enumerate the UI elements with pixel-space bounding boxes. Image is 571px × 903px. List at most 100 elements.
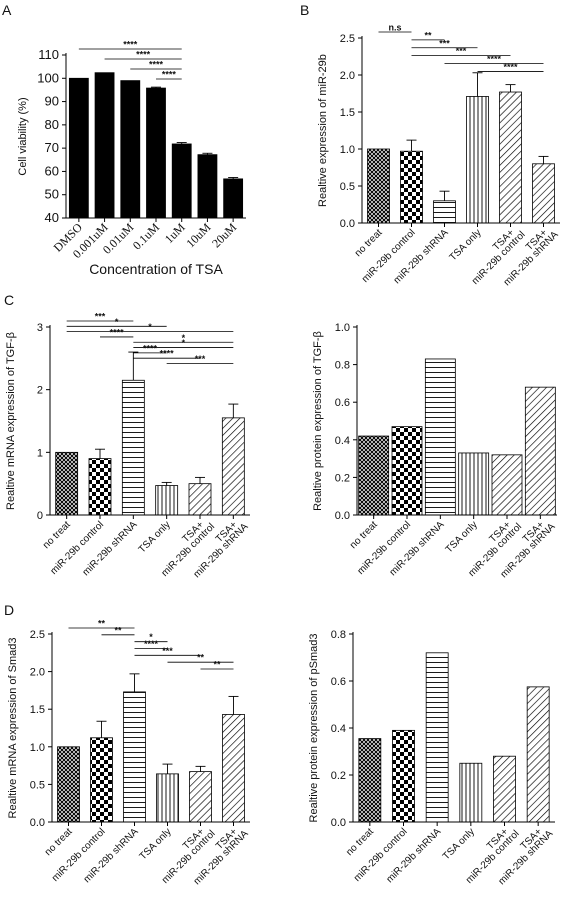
bar-1 xyxy=(88,458,112,516)
y-tick-label: 60 xyxy=(45,163,59,178)
significance-label: **** xyxy=(136,50,151,60)
significance-label: ** xyxy=(197,653,205,663)
y-tick-label: 2.5 xyxy=(30,629,45,641)
bar-0 xyxy=(55,451,79,516)
y-tick-label: 0.4 xyxy=(331,723,346,735)
bar-1 xyxy=(90,737,113,823)
y-tick-label: 2.0 xyxy=(30,667,45,679)
panel-letter: A xyxy=(2,2,12,18)
significance-label: * xyxy=(182,338,186,348)
y-tick-label: 80 xyxy=(45,117,59,132)
x-tick-label: no treat xyxy=(344,826,376,858)
y-tick-label: 0.5 xyxy=(340,181,355,193)
y-tick-label: 2 xyxy=(37,385,43,397)
bar-5 xyxy=(524,386,556,516)
bar-1 xyxy=(94,72,115,219)
y-tick-label: 1.5 xyxy=(30,704,45,716)
y-tick-label: 0.0 xyxy=(340,218,355,230)
bar-4 xyxy=(188,483,212,516)
bar-5 xyxy=(222,714,245,823)
significance-label: *** xyxy=(195,354,206,364)
bar-2 xyxy=(425,652,449,823)
significance-label: ** xyxy=(424,30,432,40)
significance-label: * xyxy=(182,333,186,343)
bar-5 xyxy=(526,686,550,823)
bar-4 xyxy=(493,755,516,823)
significance-label: **** xyxy=(144,639,159,649)
significance-label: *** xyxy=(162,646,173,656)
x-tick-label: TSA only xyxy=(444,519,480,555)
bar-0 xyxy=(68,77,89,219)
y-tick-label: 0.0 xyxy=(335,510,350,522)
bar-5 xyxy=(197,154,218,219)
x-tick-label: no treat xyxy=(353,227,385,259)
y-tick-label: 0.6 xyxy=(331,676,346,688)
bar-3 xyxy=(156,773,179,823)
bar-3 xyxy=(458,452,490,516)
bar-3 xyxy=(155,485,179,516)
significance-label: * xyxy=(149,632,153,642)
y-tick-label: 70 xyxy=(45,140,59,155)
significance-label: **** xyxy=(143,343,158,353)
y-axis-label: Realtive protein expression of TGF-β xyxy=(312,331,324,511)
significance-label: **** xyxy=(487,54,502,64)
y-tick-label: 1.0 xyxy=(335,322,350,334)
y-tick-label: 0.2 xyxy=(335,472,350,484)
y-axis-label: Realtive protein expression of pSmad3 xyxy=(308,634,320,823)
x-tick-label: 20uM xyxy=(209,220,239,250)
significance-label: **** xyxy=(503,62,518,72)
y-tick-label: 2.0 xyxy=(340,70,355,82)
bar-1 xyxy=(391,426,423,516)
significance-label: *** xyxy=(456,46,467,56)
y-tick-label: 0.5 xyxy=(30,779,45,791)
bar-4 xyxy=(491,454,523,516)
x-tick-label: no treat xyxy=(41,519,73,551)
significance-label: **** xyxy=(110,327,125,337)
y-tick-label: 100 xyxy=(37,70,59,85)
x-axis-label: Concentration of TSA xyxy=(89,261,223,277)
y-tick-label: 1.0 xyxy=(30,742,45,754)
panel-letter: D xyxy=(4,602,14,618)
bar-0 xyxy=(367,148,390,224)
x-tick-label: no treat xyxy=(43,826,75,858)
y-tick-label: 0.6 xyxy=(335,397,350,409)
bar-5 xyxy=(532,163,555,224)
bar-1 xyxy=(392,729,415,823)
y-tick-label: 0.0 xyxy=(30,817,45,829)
bar-4 xyxy=(189,771,212,823)
significance-label: **** xyxy=(149,60,164,70)
y-tick-label: 50 xyxy=(45,187,59,202)
y-tick-label: 40 xyxy=(45,210,59,225)
panel-A: A405060708090100110DMSO0.001uM0.01uM0.1u… xyxy=(2,2,246,277)
bar-4 xyxy=(499,91,522,224)
bar-2 xyxy=(121,379,145,516)
y-tick-label: 0.4 xyxy=(335,435,350,447)
significance-label: ** xyxy=(213,660,221,670)
bar-6 xyxy=(223,178,244,219)
y-tick-label: 1.5 xyxy=(340,107,355,119)
panel-letter: C xyxy=(4,292,14,308)
bar-3 xyxy=(146,87,166,219)
bar-0 xyxy=(358,738,382,823)
x-tick-label: TSA only xyxy=(441,826,477,862)
significance-label: ** xyxy=(114,625,122,635)
significance-label: ** xyxy=(98,619,106,629)
significance-label: *** xyxy=(439,38,450,48)
y-axis-label: Realtive mRNA expression of TGF-β xyxy=(5,332,17,510)
significance-label: * xyxy=(148,322,152,332)
y-tick-label: 3 xyxy=(37,322,43,334)
bar-4 xyxy=(171,143,192,219)
x-tick-label: TSA only xyxy=(138,826,174,862)
y-tick-label: 1 xyxy=(37,447,43,459)
bar-3 xyxy=(466,96,489,224)
significance-label: n.s xyxy=(388,23,401,33)
x-tick-label: no treat xyxy=(348,519,380,551)
panel-letter: B xyxy=(300,2,309,18)
bar-1 xyxy=(400,150,423,224)
x-tick-label: 0.1uM xyxy=(130,220,163,253)
